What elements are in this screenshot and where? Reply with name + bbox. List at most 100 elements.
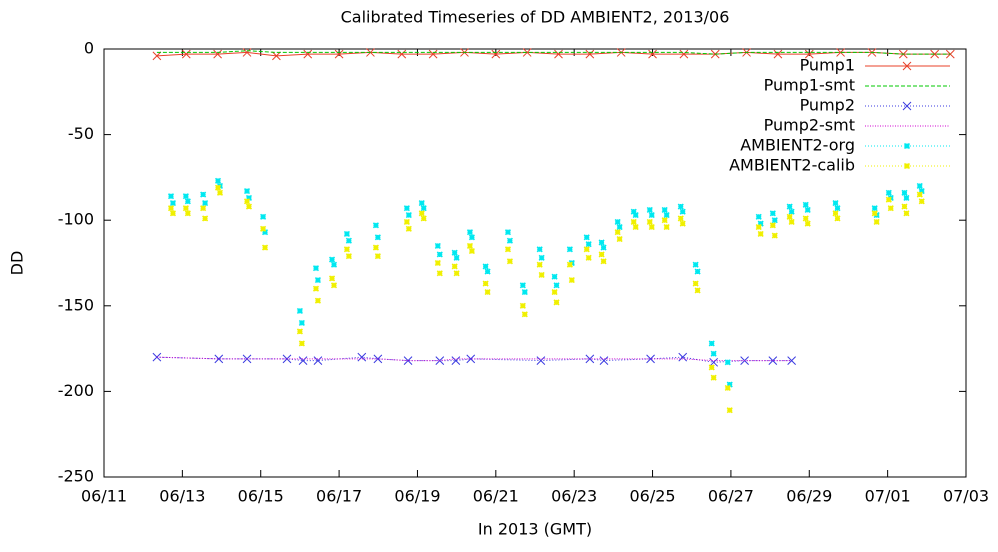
- legend-label: Pump1-smt: [764, 76, 855, 95]
- data-point: [903, 194, 910, 202]
- x-tick-label: 06/21: [473, 487, 519, 506]
- data-point: [804, 220, 811, 227]
- data-point: [243, 188, 251, 195]
- x-tick-label: 06/15: [238, 487, 284, 506]
- data-point: [661, 206, 668, 213]
- data-point: [677, 203, 684, 210]
- data-point: [314, 297, 321, 304]
- data-point: [802, 201, 809, 208]
- data-point: [345, 237, 352, 244]
- data-point: [296, 307, 303, 315]
- data-point: [873, 218, 880, 225]
- data-point: [648, 211, 655, 219]
- data-point: [918, 198, 925, 205]
- data-point: [357, 352, 367, 362]
- data-point: [538, 271, 545, 279]
- data-point: [261, 229, 269, 236]
- data-point: [885, 189, 892, 196]
- data-point: [484, 268, 491, 275]
- y-tick-label: -250: [58, 467, 94, 486]
- data-point: [152, 51, 162, 61]
- series-line: [156, 356, 792, 363]
- data-point: [372, 244, 379, 251]
- data-point: [200, 205, 207, 212]
- data-point: [773, 49, 783, 59]
- data-point: [312, 265, 320, 272]
- data-point: [245, 194, 253, 202]
- data-point: [504, 229, 512, 236]
- data-point: [169, 210, 177, 217]
- x-tick-label: 07/03: [943, 487, 989, 506]
- y-axis-label: DD: [8, 251, 27, 276]
- data-point: [374, 253, 381, 260]
- data-point: [916, 191, 923, 198]
- data-point: [428, 49, 438, 59]
- data-point: [724, 359, 731, 366]
- data-point: [832, 200, 839, 207]
- y-tick-label: -50: [68, 124, 94, 143]
- data-point: [871, 210, 878, 217]
- x-tick-label: 06/11: [81, 487, 127, 506]
- data-point: [614, 229, 621, 236]
- data-point: [903, 210, 910, 217]
- data-point: [213, 49, 222, 59]
- data-point: [788, 208, 795, 215]
- data-point: [566, 246, 573, 253]
- data-point: [757, 220, 764, 227]
- data-point: [771, 217, 778, 224]
- data-point: [568, 277, 575, 284]
- data-point: [599, 356, 609, 365]
- data-point: [726, 381, 733, 388]
- data-point: [482, 263, 489, 270]
- data-point: [466, 229, 474, 236]
- series-line: [156, 356, 792, 362]
- data-point: [585, 49, 595, 59]
- data-point: [451, 356, 461, 365]
- data-point: [453, 270, 460, 277]
- y-tick-label: -200: [58, 381, 94, 400]
- data-point: [451, 249, 458, 256]
- data-point: [216, 189, 224, 196]
- data-point: [632, 211, 639, 219]
- data-point: [260, 225, 267, 232]
- data-point: [260, 213, 267, 220]
- data-point: [491, 49, 501, 59]
- data-point: [538, 254, 545, 261]
- data-point: [788, 218, 795, 225]
- chart-title: Calibrated Timeseries of DD AMBIENT2, 20…: [341, 8, 730, 27]
- data-point: [836, 48, 845, 57]
- data-point: [418, 200, 425, 207]
- data-point: [403, 205, 410, 212]
- data-point: [646, 206, 653, 213]
- data-point: [553, 282, 560, 289]
- data-point: [261, 244, 269, 251]
- data-point: [566, 261, 573, 268]
- data-point: [372, 222, 379, 229]
- data-point: [184, 210, 191, 217]
- y-tick-label: -150: [58, 295, 94, 314]
- data-point: [167, 205, 175, 212]
- data-point: [694, 268, 701, 275]
- data-point: [677, 215, 684, 222]
- data-point: [345, 253, 352, 260]
- data-point: [710, 350, 717, 357]
- data-point: [214, 354, 224, 364]
- data-point: [182, 205, 189, 212]
- data-point: [724, 384, 731, 392]
- data-point: [328, 275, 336, 282]
- data-point: [303, 49, 313, 59]
- data-point: [169, 200, 177, 207]
- data-point: [296, 328, 303, 335]
- data-point: [757, 230, 764, 237]
- data-point: [466, 354, 476, 364]
- data-point: [916, 182, 923, 190]
- data-point: [328, 256, 336, 263]
- data-point: [646, 354, 655, 364]
- data-point: [242, 48, 252, 57]
- data-point: [787, 356, 796, 365]
- data-point: [585, 254, 592, 261]
- data-point: [298, 340, 305, 347]
- data-point: [243, 198, 251, 205]
- data-point: [466, 242, 474, 249]
